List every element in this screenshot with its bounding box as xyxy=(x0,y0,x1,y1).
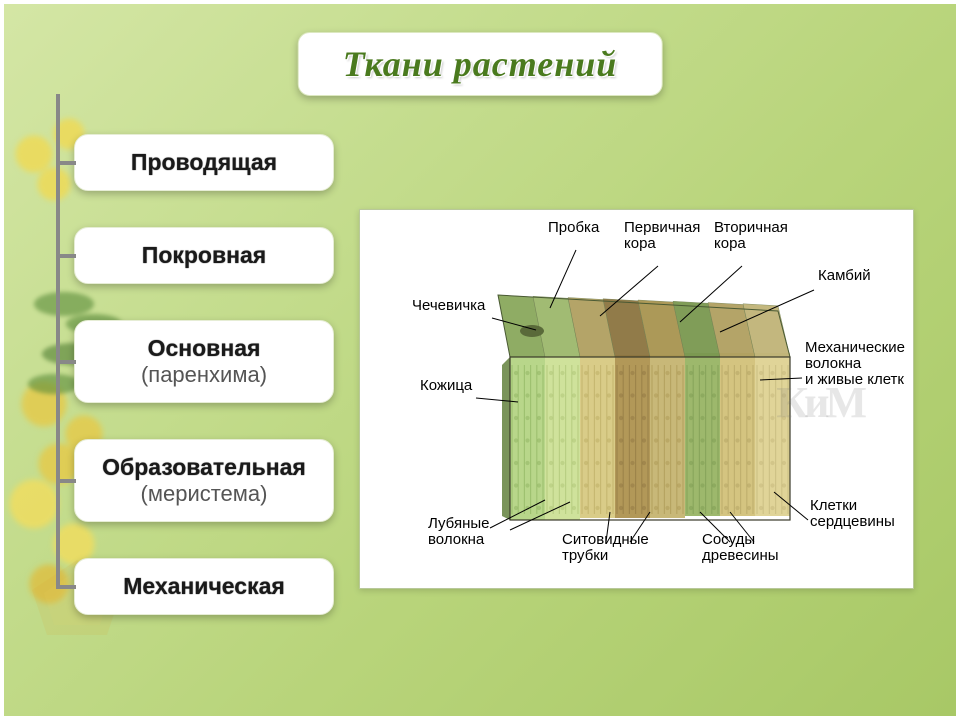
tissue-item: Покровная xyxy=(74,227,334,284)
tissue-list: Проводящая Покровная Основная(паренхима) Об… xyxy=(74,134,334,651)
tissue-item: Проводящая xyxy=(74,134,334,191)
svg-text:Клетки: Клетки xyxy=(810,497,857,514)
connector-horizontal xyxy=(56,360,76,364)
svg-text:волокна: волокна xyxy=(805,355,862,372)
tissue-item: Образовательная(меристема) xyxy=(74,439,334,522)
svg-text:Вторичная: Вторичная xyxy=(714,220,788,236)
svg-text:Пробка: Пробка xyxy=(548,220,600,236)
svg-text:трубки: трубки xyxy=(562,547,608,564)
watermark: КиМ xyxy=(776,377,863,428)
tissue-main-label: Образовательная xyxy=(83,454,325,481)
svg-text:Лубяные: Лубяные xyxy=(428,515,489,532)
tissue-item: Основная(паренхима) xyxy=(74,320,334,403)
tissue-item: Механическая xyxy=(74,558,334,615)
svg-text:древесины: древесины xyxy=(702,547,779,564)
tissue-main-label: Проводящая xyxy=(83,149,325,176)
connector-horizontal xyxy=(56,585,76,589)
svg-text:сердцевины: сердцевины xyxy=(810,513,895,530)
connector-horizontal xyxy=(56,254,76,258)
tissue-sub-label: (меристема) xyxy=(83,481,325,507)
tissue-main-label: Основная xyxy=(83,335,325,362)
title-box: Ткани растений xyxy=(298,32,663,96)
svg-text:Кожица: Кожица xyxy=(420,377,473,394)
svg-text:кора: кора xyxy=(714,235,746,252)
svg-text:Сосуды: Сосуды xyxy=(702,531,755,548)
connector-horizontal xyxy=(56,161,76,165)
tissue-main-label: Покровная xyxy=(83,242,325,269)
svg-text:кора: кора xyxy=(624,235,656,252)
connector-horizontal xyxy=(56,479,76,483)
page-title: Ткани растений xyxy=(343,43,618,85)
svg-text:волокна: волокна xyxy=(428,531,485,548)
svg-text:Чечевичка: Чечевичка xyxy=(412,297,486,314)
svg-text:Ситовидные: Ситовидные xyxy=(562,531,649,548)
diagram-panel: ПробкаПервичнаякораВторичнаякораКамбийЧе… xyxy=(359,209,914,589)
tissue-main-label: Механическая xyxy=(83,573,325,600)
svg-text:Камбий: Камбий xyxy=(818,267,871,284)
svg-text:Механические: Механические xyxy=(805,339,905,356)
svg-text:Первичная: Первичная xyxy=(624,220,700,236)
slide: Ткани растений Проводящая Покровная Основн… xyxy=(0,0,960,720)
connector-vertical xyxy=(56,94,60,589)
tissue-sub-label: (паренхима) xyxy=(83,362,325,388)
